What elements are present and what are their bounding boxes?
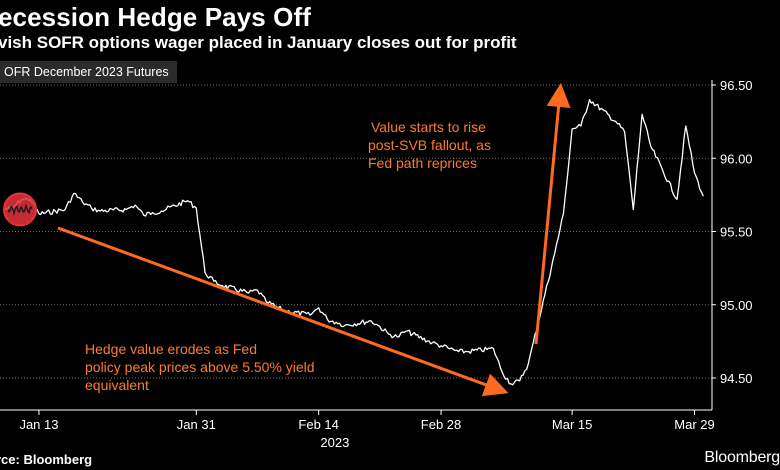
y-tick-label: 95.50 bbox=[720, 225, 753, 240]
x-tick-label: Jan 13 bbox=[19, 417, 58, 432]
y-tick-label: 96.50 bbox=[720, 78, 753, 93]
x-tick-label: Feb 14 bbox=[298, 417, 338, 432]
chart-subtitle: vish SOFR options wager placed in Januar… bbox=[0, 33, 517, 52]
annotation-rise: Value starts to rise post-SVB fallout, as… bbox=[368, 119, 491, 171]
annotation-line: policy peak prices above 5.50% yield bbox=[85, 359, 315, 375]
decline-arrow bbox=[57, 226, 509, 397]
chart-title: ecession Hedge Pays Off bbox=[0, 2, 311, 32]
y-axis: 94.50 95.00 95.50 96.00 96.50 bbox=[711, 78, 753, 410]
x-tick-label: Feb 28 bbox=[421, 417, 461, 432]
rise-arrow bbox=[534, 83, 571, 345]
y-tick-label: 96.00 bbox=[720, 151, 753, 166]
series-group bbox=[3, 98, 704, 386]
annotation-line: equivalent bbox=[85, 377, 149, 393]
annotation-line: post-SVB fallout, as bbox=[368, 137, 491, 153]
y-tick-label: 95.00 bbox=[720, 298, 753, 313]
x-year-label: 2023 bbox=[320, 435, 349, 450]
x-tick-label: Mar 29 bbox=[674, 417, 714, 432]
annotation-line: Value starts to rise bbox=[371, 119, 486, 135]
annotation-line: Hedge value erodes as Fed bbox=[85, 341, 257, 357]
annotation-line: Fed path reprices bbox=[368, 155, 477, 171]
x-axis: Jan 13 Jan 31 Feb 14 Feb 28 Mar 15 Mar 29 2023 bbox=[0, 409, 715, 450]
x-tick-label: Mar 15 bbox=[552, 417, 592, 432]
annotation-erode: Hedge value erodes as Fed policy peak pri… bbox=[85, 341, 315, 393]
source-note: rce: Bloomberg bbox=[0, 452, 93, 467]
start-marker-line bbox=[7, 203, 33, 216]
gridlines bbox=[0, 84, 712, 379]
legend-label: OFR December 2023 Futures bbox=[0, 61, 177, 83]
bloomberg-logo: Bloomberg bbox=[704, 449, 780, 466]
series-line bbox=[3, 98, 704, 386]
y-tick-label: 94.50 bbox=[720, 371, 753, 386]
x-tick-label: Jan 31 bbox=[177, 417, 216, 432]
annotation-group: Value starts to rise post-SVB fallout, as… bbox=[57, 83, 571, 397]
